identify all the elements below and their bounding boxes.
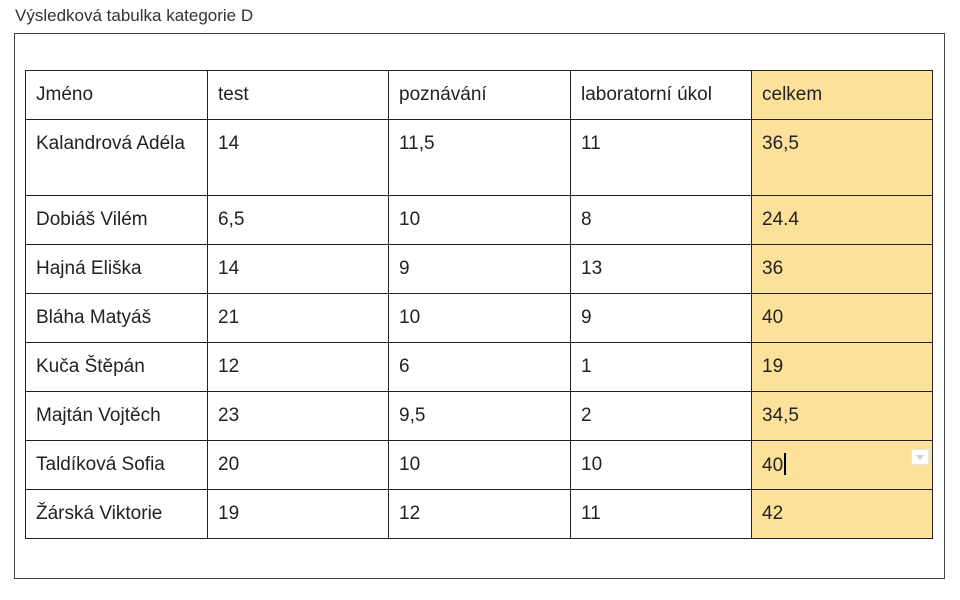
- page-title: Výsledková tabulka kategorie D: [15, 6, 254, 25]
- cell-ukol[interactable]: 13: [570, 244, 752, 294]
- table-row: Taldíková Sofia 20 10 10 40: [25, 440, 933, 490]
- header-ukol[interactable]: laboratorní úkol: [570, 70, 752, 120]
- cell-name[interactable]: Hajná Eliška: [25, 244, 208, 294]
- table-row: Majtán Vojtěch 23 9,5 2 34,5: [25, 391, 933, 441]
- cell-test[interactable]: 23: [207, 391, 389, 441]
- cell-test[interactable]: 14: [207, 244, 389, 294]
- header-poznavani[interactable]: poznávání: [388, 70, 571, 120]
- cell-celkem[interactable]: 40: [751, 293, 933, 343]
- cell-test[interactable]: 6,5: [207, 195, 389, 245]
- table-frame: [14, 33, 945, 579]
- cell-test[interactable]: 20: [207, 440, 389, 490]
- cell-celkem[interactable]: 36: [751, 244, 933, 294]
- table-row: Bláha Matyáš 21 10 9 40: [25, 293, 933, 343]
- cell-celkem-active[interactable]: 40: [751, 440, 933, 490]
- cell-ukol[interactable]: 11: [570, 119, 752, 196]
- cell-test[interactable]: 14: [207, 119, 389, 196]
- cell-celkem-value: 40: [762, 455, 784, 476]
- cell-poznavani[interactable]: 12: [388, 489, 571, 539]
- chevron-down-icon[interactable]: [911, 449, 929, 465]
- cell-ukol[interactable]: 1: [570, 342, 752, 392]
- cell-poznavani[interactable]: 10: [388, 293, 571, 343]
- cell-celkem[interactable]: 36,5: [751, 119, 933, 196]
- header-name[interactable]: Jméno: [25, 70, 208, 120]
- cell-celkem[interactable]: 42: [751, 489, 933, 539]
- text-cursor: [784, 453, 787, 475]
- cell-poznavani[interactable]: 10: [388, 195, 571, 245]
- table-row: Žárská Viktorie 19 12 11 42: [25, 489, 933, 539]
- cell-poznavani[interactable]: 9: [388, 244, 571, 294]
- cell-test[interactable]: 21: [207, 293, 389, 343]
- cell-ukol[interactable]: 8: [570, 195, 752, 245]
- cell-ukol[interactable]: 11: [570, 489, 752, 539]
- cell-name[interactable]: Kalandrová Adéla: [25, 119, 208, 196]
- table-row: Kalandrová Adéla 14 11,5 11 36,5: [25, 119, 933, 196]
- cell-celkem[interactable]: 34,5: [751, 391, 933, 441]
- cell-name[interactable]: Žárská Viktorie: [25, 489, 208, 539]
- cell-test[interactable]: 12: [207, 342, 389, 392]
- cell-ukol[interactable]: 2: [570, 391, 752, 441]
- cell-celkem[interactable]: 24.4: [751, 195, 933, 245]
- header-celkem[interactable]: celkem: [751, 70, 933, 120]
- cell-ukol[interactable]: 10: [570, 440, 752, 490]
- cell-poznavani[interactable]: 11,5: [388, 119, 571, 196]
- table-header-row: Jméno test poznávání laboratorní úkol ce…: [25, 70, 933, 120]
- cell-test[interactable]: 19: [207, 489, 389, 539]
- cell-name[interactable]: Dobiáš Vilém: [25, 195, 208, 245]
- cell-celkem[interactable]: 19: [751, 342, 933, 392]
- cell-poznavani[interactable]: 9,5: [388, 391, 571, 441]
- table-row: Dobiáš Vilém 6,5 10 8 24.4: [25, 195, 933, 245]
- cell-name[interactable]: Bláha Matyáš: [25, 293, 208, 343]
- table-row: Kuča Štěpán 12 6 1 19: [25, 342, 933, 392]
- cell-poznavani[interactable]: 6: [388, 342, 571, 392]
- cell-name[interactable]: Taldíková Sofia: [25, 440, 208, 490]
- header-test[interactable]: test: [207, 70, 389, 120]
- table-row: Hajná Eliška 14 9 13 36: [25, 244, 933, 294]
- results-table: Jméno test poznávání laboratorní úkol ce…: [25, 70, 933, 539]
- cell-poznavani[interactable]: 10: [388, 440, 571, 490]
- cell-name[interactable]: Majtán Vojtěch: [25, 391, 208, 441]
- cell-name[interactable]: Kuča Štěpán: [25, 342, 208, 392]
- cell-ukol[interactable]: 9: [570, 293, 752, 343]
